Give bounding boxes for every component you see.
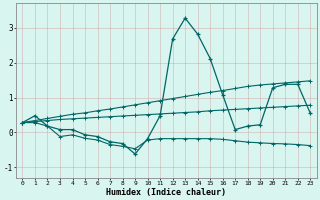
X-axis label: Humidex (Indice chaleur): Humidex (Indice chaleur) bbox=[106, 188, 226, 197]
